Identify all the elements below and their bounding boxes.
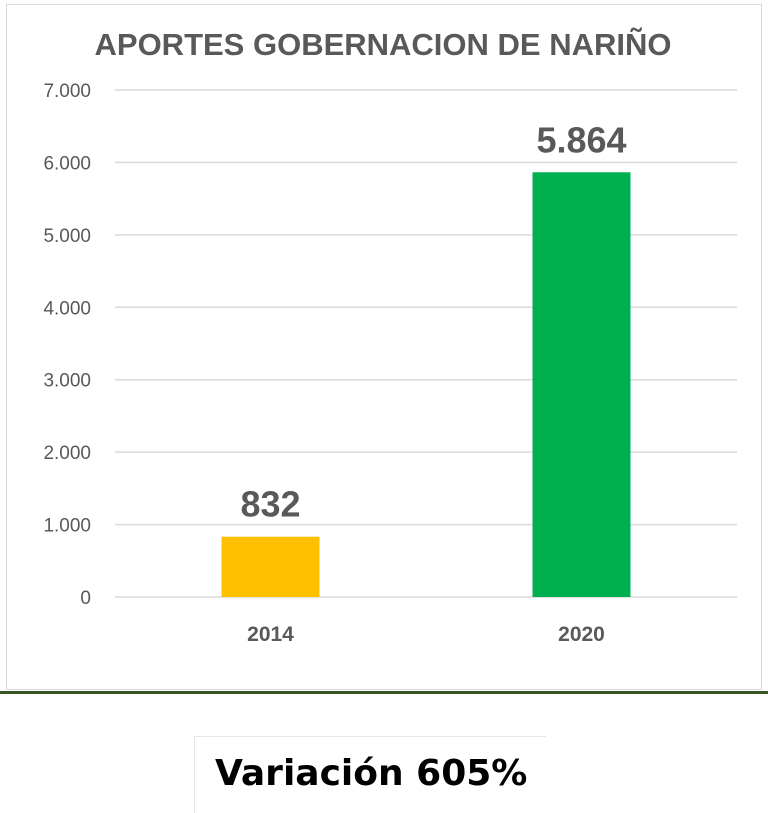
y-tick-label: 2.000: [43, 443, 91, 464]
x-tick-label: 2014: [247, 623, 294, 646]
y-tick-label: 6.000: [43, 153, 91, 174]
y-tick-label: 7.000: [43, 81, 91, 102]
y-tick-label: 0: [80, 588, 91, 609]
bar-2014: [221, 536, 320, 597]
variation-box: Variación 605%: [194, 736, 546, 813]
y-tick-label: 4.000: [43, 298, 91, 319]
y-axis-ticks: 0 1.000 2.000 3.000 4.000 5.000 6.000 7.000: [43, 81, 91, 609]
data-labels: 832 5.864: [240, 119, 626, 524]
bars: [221, 172, 631, 597]
bar-chart: APORTES GOBERNACION DE NARIÑO 0 1.000 2.00…: [43, 27, 737, 646]
y-tick-label: 5.000: [43, 226, 91, 247]
y-tick-label: 1.000: [43, 516, 91, 537]
x-tick-label: 2020: [558, 623, 605, 646]
chart-title: APORTES GOBERNACION DE NARIÑO: [95, 27, 672, 62]
data-label: 832: [240, 484, 300, 525]
variation-label: Variación 605%: [215, 753, 528, 794]
gridlines: [115, 89, 737, 598]
data-label: 5.864: [536, 119, 626, 160]
section-divider: [0, 691, 768, 694]
chart-frame: [6, 4, 762, 690]
bar-2020: [532, 172, 631, 597]
x-axis-ticks: 2014 2020: [247, 623, 605, 646]
y-tick-label: 3.000: [43, 371, 91, 392]
